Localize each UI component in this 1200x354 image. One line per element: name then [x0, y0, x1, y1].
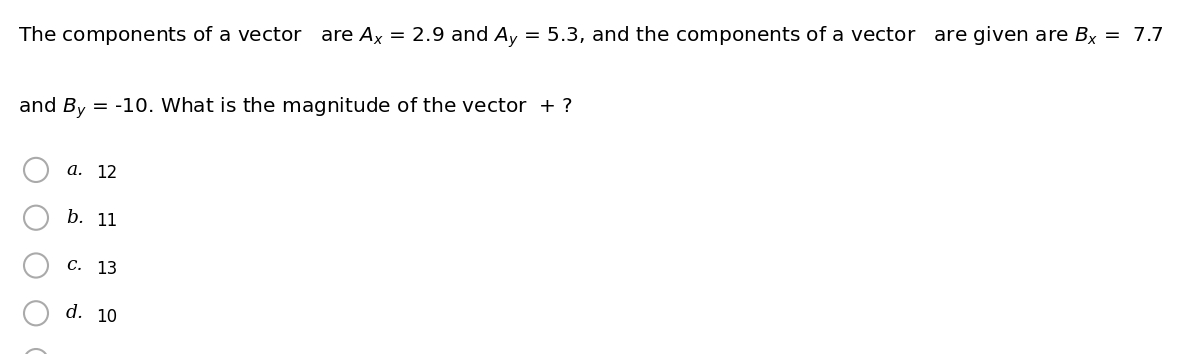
Text: a.: a. [66, 161, 83, 179]
Text: The components of a vector   are $A_x$ = 2.9 and $A_y$ = 5.3, and the components: The components of a vector are $A_x$ = 2… [18, 25, 1164, 50]
Text: b.: b. [66, 209, 84, 227]
Text: and $B_y$ = -10. What is the magnitude of the vector  + ?: and $B_y$ = -10. What is the magnitude o… [18, 96, 574, 121]
Text: 12: 12 [96, 165, 118, 182]
Text: c.: c. [66, 257, 83, 274]
Text: 13: 13 [96, 260, 118, 278]
Text: 11: 11 [96, 212, 118, 230]
Text: d.: d. [66, 304, 84, 322]
Text: e.: e. [66, 352, 83, 354]
Text: 10: 10 [96, 308, 118, 326]
